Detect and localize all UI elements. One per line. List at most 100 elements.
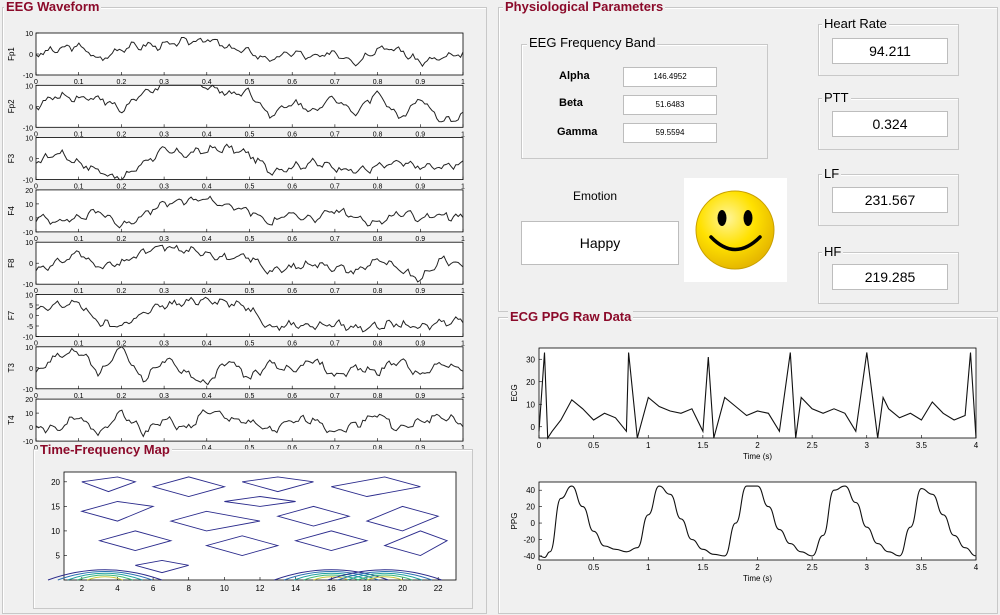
eeg-x-tick-label: 0.8 xyxy=(373,393,383,400)
eeg-x-tick-label: 0.9 xyxy=(415,184,425,191)
tf-y-tick-label: 5 xyxy=(56,551,61,560)
eeg-x-tick-label: 0.3 xyxy=(159,79,169,86)
ecg-trace xyxy=(538,352,977,440)
eeg-x-tick-label: 0.2 xyxy=(117,341,127,348)
eeg-x-tick-label: 0.7 xyxy=(330,79,340,86)
ppg-x-tick-label: 1.5 xyxy=(697,563,709,572)
eeg-y-tick-label: -10 xyxy=(23,387,33,394)
tf-contour-hotspot xyxy=(67,572,143,581)
eeg-x-tick-label: 0.4 xyxy=(202,79,212,86)
tf-x-tick-label: 20 xyxy=(398,584,407,593)
eeg-y-tick-label: 10 xyxy=(25,136,33,143)
heart-rate-value: 94.211 xyxy=(832,38,948,64)
tf-x-tick-label: 8 xyxy=(187,584,192,593)
eeg-x-tick-label: 1 xyxy=(461,288,465,295)
eeg-x-tick-label: 0.3 xyxy=(159,288,169,295)
tf-y-tick-label: 10 xyxy=(51,527,60,536)
ecg-axes-box xyxy=(538,347,977,439)
eeg-x-tick-label: 1 xyxy=(461,236,465,243)
eeg-x-tick-label: 0.8 xyxy=(373,445,383,450)
tf-contour xyxy=(81,476,137,493)
eeg-frequency-band-title: EEG Frequency Band xyxy=(527,35,658,50)
eeg-x-tick-label: 0.6 xyxy=(287,236,297,243)
ecg-x-tick-label: 0.5 xyxy=(588,441,600,450)
tf-contour xyxy=(331,476,421,497)
eeg-x-tick-label: 1 xyxy=(461,341,465,348)
eeg-x-tick-label: 0.9 xyxy=(415,393,425,400)
tf-y-tick-label: 15 xyxy=(51,502,60,511)
eeg-trace-f4 xyxy=(35,195,464,229)
tf-contour-hotspot xyxy=(327,569,442,581)
eeg-x-tick-label: 0.2 xyxy=(117,288,127,295)
ppg-x-tick-label: 2.5 xyxy=(807,563,819,572)
lf-title: LF xyxy=(822,166,842,181)
eeg-y-tick-label: -10 xyxy=(23,125,33,132)
ecg-y-tick-label: 30 xyxy=(526,355,535,364)
ppg-x-tick-label: 3.5 xyxy=(916,563,928,572)
band-label-gamma: Gamma xyxy=(557,126,598,138)
eeg-y-tick-label: 0 xyxy=(29,314,33,321)
eeg-x-tick-label: 0.4 xyxy=(202,341,212,348)
tf-contour xyxy=(204,535,280,556)
eeg-x-tick-label: 0.9 xyxy=(415,236,425,243)
tf-contour xyxy=(97,530,173,551)
eeg-y-tick-label: -5 xyxy=(27,324,33,331)
band-label-beta: Beta xyxy=(559,97,583,109)
eeg-x-tick-label: 0.3 xyxy=(159,184,169,191)
eeg-x-tick-label: 0.9 xyxy=(415,288,425,295)
eeg-x-tick-label: 0.1 xyxy=(74,236,84,243)
eeg-x-tick-label: 0.5 xyxy=(245,445,255,450)
ecg-x-tick-label: 2 xyxy=(755,441,760,450)
tf-contour xyxy=(135,559,189,574)
eeg-x-tick-label: 0.4 xyxy=(202,131,212,138)
tf-x-tick-label: 18 xyxy=(362,584,371,593)
eeg-x-tick-label: 1 xyxy=(461,184,465,191)
ppg-x-tick-label: 0.5 xyxy=(588,563,600,572)
tf-y-tick-label: 20 xyxy=(51,478,60,487)
ppg-axes-box xyxy=(538,481,977,561)
eeg-channel-label: F4 xyxy=(7,206,16,216)
eeg-axes-box xyxy=(35,346,464,390)
band-value-alpha: 146.4952 xyxy=(623,67,717,87)
tf-contour-hotspot xyxy=(303,574,360,581)
eeg-x-tick-label: 0.9 xyxy=(415,341,425,348)
ecg-x-tick-label: 3.5 xyxy=(916,441,928,450)
ecg-x-tick-label: 4 xyxy=(974,441,979,450)
eeg-x-tick-label: 0.5 xyxy=(245,341,255,348)
ecg-y-label: ECG xyxy=(510,384,519,401)
eeg-x-tick-label: 0.5 xyxy=(245,288,255,295)
tf-contour xyxy=(151,476,227,497)
tf-contour-hotspot xyxy=(337,571,433,581)
tf-contour-hotspot xyxy=(366,576,403,581)
band-value-gamma: 59.5594 xyxy=(623,123,717,143)
tf-contour-hotspot xyxy=(87,576,123,581)
ppg-y-tick-label: 0 xyxy=(531,519,536,528)
ppg-x-tick-label: 4 xyxy=(974,563,979,572)
eeg-y-tick-label: 10 xyxy=(25,345,33,352)
ecg-y-tick-label: 10 xyxy=(526,400,535,409)
tf-contour-hotspot xyxy=(347,572,423,581)
eeg-y-tick-label: 20 xyxy=(25,188,33,195)
ppg-trace xyxy=(538,485,977,559)
eeg-channel-label: F3 xyxy=(7,153,16,163)
eeg-x-tick-label: 0.3 xyxy=(159,131,169,138)
eeg-y-tick-label: -10 xyxy=(23,282,33,289)
eeg-x-tick-label: 0.3 xyxy=(159,236,169,243)
eeg-x-tick-label: 0 xyxy=(34,131,38,138)
eeg-x-tick-label: 0.3 xyxy=(159,341,169,348)
eeg-x-tick-label: 0.1 xyxy=(74,393,84,400)
eeg-x-tick-label: 0.4 xyxy=(202,236,212,243)
eeg-channel-label: F8 xyxy=(7,258,16,268)
eeg-trace-t4 xyxy=(35,409,464,438)
ecg-x-label: Time (s) xyxy=(743,452,772,461)
eeg-x-tick-label: 0 xyxy=(34,445,38,450)
eeg-x-tick-label: 0.3 xyxy=(159,393,169,400)
tf-x-tick-label: 2 xyxy=(80,584,85,593)
eeg-y-tick-label: 0 xyxy=(29,425,33,432)
eeg-axes-box xyxy=(35,241,464,285)
band-label-alpha: Alpha xyxy=(559,70,590,82)
tf-contour xyxy=(276,505,351,527)
ppg-y-tick-label: 40 xyxy=(526,486,535,495)
eeg-x-tick-label: 0.1 xyxy=(74,79,84,86)
ppg-x-tick-label: 3 xyxy=(865,563,870,572)
